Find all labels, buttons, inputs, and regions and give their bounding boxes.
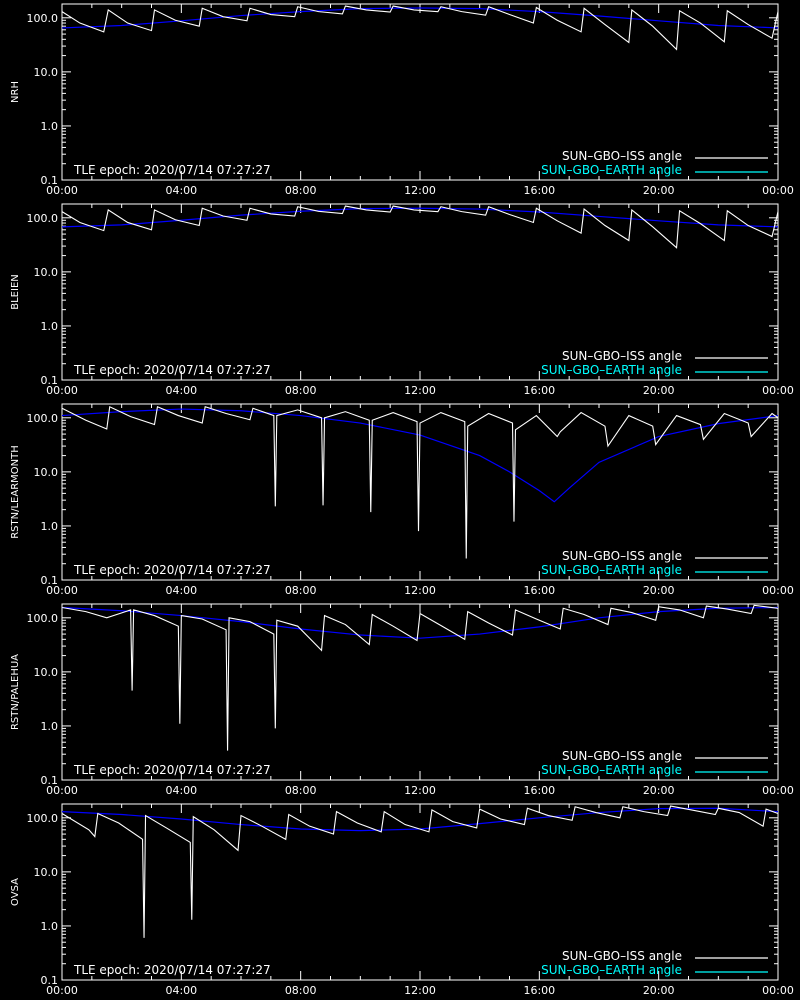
chart-panel-3: 0.1 1.0 10.0 100.0 00:00 04:00 08:00 12:00 16:00… <box>10 403 794 597</box>
legend-iss-label: SUN–GBO–ISS angle <box>562 749 682 763</box>
series-earth-angle <box>61 207 779 228</box>
tle-epoch-label: TLE epoch: 2020/07/14 07:27:27 <box>73 763 271 777</box>
x-tick-label: 08:00 <box>285 184 317 197</box>
tle-epoch-label: TLE epoch: 2020/07/14 07:27:27 <box>73 363 271 377</box>
x-tick-label: 16:00 <box>523 184 555 197</box>
x-tick-label: 16:00 <box>523 384 555 397</box>
x-tick-label: 00:00 <box>46 184 78 197</box>
x-tick-label: 20:00 <box>643 984 675 997</box>
series-earth-angle <box>61 408 779 503</box>
y-tick-label: 100.0 <box>27 412 59 425</box>
x-tick-label: 00:00 <box>46 584 78 597</box>
x-tick-label: 20:00 <box>643 384 675 397</box>
x-tick-label: 04:00 <box>165 384 197 397</box>
x-tick-label: 00:00 <box>46 784 78 797</box>
y-tick-label: 100.0 <box>27 612 59 625</box>
tle-epoch-label: TLE epoch: 2020/07/14 07:27:27 <box>73 963 271 977</box>
y-tick-label: 1.0 <box>41 920 59 933</box>
x-tick-label: 16:00 <box>523 984 555 997</box>
x-tick-label: 00:00 <box>762 784 794 797</box>
x-tick-label: 12:00 <box>404 784 436 797</box>
chart-panel-1: 0.1 1.0 10.0 100.0 00:00 04:00 08:00 12:00 16:00… <box>10 3 794 197</box>
x-tick-label: 00:00 <box>762 584 794 597</box>
tle-epoch-label: TLE epoch: 2020/07/14 07:27:27 <box>73 163 271 177</box>
y-tick-label: 0.1 <box>41 374 59 387</box>
y-tick-label: 100.0 <box>27 812 59 825</box>
y-tick-label: 100.0 <box>27 12 59 25</box>
y-tick-label: 10.0 <box>34 666 59 679</box>
y-tick-label: 0.1 <box>41 174 59 187</box>
x-tick-label: 00:00 <box>762 984 794 997</box>
y-axis-label: OVSA <box>10 878 21 906</box>
x-tick-label: 04:00 <box>165 784 197 797</box>
legend-earth-label: SUN–GBO–EARTH angle <box>541 563 682 577</box>
y-tick-label: 0.1 <box>41 774 59 787</box>
series-iss-angle <box>61 205 779 249</box>
y-tick-label: 100.0 <box>27 212 59 225</box>
y-axis-label: RSTN/LEARMONTH <box>10 445 21 539</box>
x-tick-label: 20:00 <box>643 784 675 797</box>
y-tick-label: 0.1 <box>41 574 59 587</box>
y-axis-label: RSTN/PALEHUA <box>10 654 21 730</box>
legend-iss-label: SUN–GBO–ISS angle <box>562 549 682 563</box>
x-tick-label: 00:00 <box>762 384 794 397</box>
x-tick-label: 20:00 <box>643 184 675 197</box>
x-tick-label: 00:00 <box>46 384 78 397</box>
y-tick-label: 10.0 <box>34 66 59 79</box>
series-iss-angle <box>61 405 779 559</box>
x-tick-label: 00:00 <box>762 184 794 197</box>
series-iss-angle <box>61 604 779 751</box>
y-tick-label: 10.0 <box>34 266 59 279</box>
legend-earth-label: SUN–GBO–EARTH angle <box>541 163 682 177</box>
y-axis-label: NRH <box>10 81 21 103</box>
series-iss-angle <box>61 5 779 51</box>
series-earth-angle <box>61 7 779 29</box>
x-tick-label: 00:00 <box>46 984 78 997</box>
legend-iss-label: SUN–GBO–ISS angle <box>562 949 682 963</box>
x-tick-label: 04:00 <box>165 584 197 597</box>
x-tick-label: 20:00 <box>643 584 675 597</box>
x-tick-label: 08:00 <box>285 784 317 797</box>
x-tick-label: 08:00 <box>285 584 317 597</box>
x-tick-label: 12:00 <box>404 984 436 997</box>
legend-iss-label: SUN–GBO–ISS angle <box>562 149 682 163</box>
x-tick-label: 08:00 <box>285 984 317 997</box>
x-tick-label: 08:00 <box>285 384 317 397</box>
y-tick-label: 10.0 <box>34 866 59 879</box>
chart-panel-5: 0.1 1.0 10.0 100.0 00:00 04:00 08:00 12:00 16:00… <box>10 803 794 997</box>
legend-iss-label: SUN–GBO–ISS angle <box>562 349 682 363</box>
x-tick-label: 16:00 <box>523 784 555 797</box>
series-iss-angle <box>61 805 779 938</box>
y-tick-label: 1.0 <box>41 520 59 533</box>
x-tick-label: 12:00 <box>404 384 436 397</box>
legend-earth-label: SUN–GBO–EARTH angle <box>541 363 682 377</box>
y-tick-label: 0.1 <box>41 974 59 987</box>
x-tick-label: 12:00 <box>404 584 436 597</box>
legend-earth-label: SUN–GBO–EARTH angle <box>541 963 682 977</box>
y-tick-label: 1.0 <box>41 320 59 333</box>
tle-epoch-label: TLE epoch: 2020/07/14 07:27:27 <box>73 563 271 577</box>
chart-panel-2: 0.1 1.0 10.0 100.0 00:00 04:00 08:00 12:00 16:00… <box>10 203 794 397</box>
legend-earth-label: SUN–GBO–EARTH angle <box>541 763 682 777</box>
x-tick-label: 04:00 <box>165 984 197 997</box>
y-tick-label: 1.0 <box>41 720 59 733</box>
y-tick-label: 10.0 <box>34 466 59 479</box>
x-tick-label: 04:00 <box>165 184 197 197</box>
y-axis-label: BLEIEN <box>10 274 21 310</box>
x-tick-label: 12:00 <box>404 184 436 197</box>
x-tick-label: 16:00 <box>523 584 555 597</box>
y-tick-label: 1.0 <box>41 120 59 133</box>
chart-panel-4: 0.1 1.0 10.0 100.0 00:00 04:00 08:00 12:00 16:00… <box>10 603 794 797</box>
